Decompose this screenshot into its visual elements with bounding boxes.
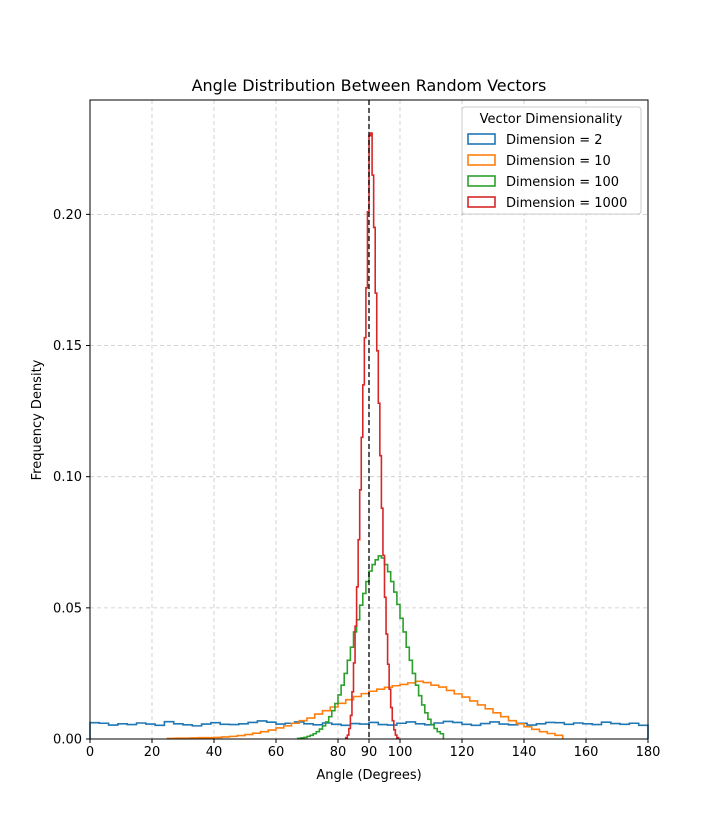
legend-box [461, 106, 642, 215]
axis-layer: 0 20 40 60 80 90 100 120 140 160 180 0.00 0.05 0.10 0.… [53, 208, 660, 760]
legend-label: Dimension = 10 [506, 154, 611, 169]
y-tick-label: 0.10 [53, 470, 82, 485]
chart-title: Angle Distribution Between Random Vector… [192, 76, 547, 95]
legend-label: Dimension = 2 [506, 133, 603, 148]
x-tick-label: 80 [330, 745, 347, 760]
legend-entries: Dimension = 2 Dimension = 10 Dimension = 1… [467, 133, 627, 211]
y-tick-label: 0.15 [53, 339, 82, 354]
x-tick-label: 60 [268, 745, 285, 760]
y-tick-label: 0.05 [53, 601, 82, 616]
x-tick-label: 140 [512, 745, 537, 760]
x-tick-label: 180 [636, 745, 661, 760]
series-dimension-3-histogram [296, 555, 445, 740]
legend-swatch [467, 133, 496, 145]
legend-label: Dimension = 1000 [506, 196, 627, 211]
legend-swatch [467, 196, 496, 208]
x-tick-label: 0 [86, 745, 94, 760]
series-dimension-4-histogram [344, 132, 400, 739]
y-axis-label: Frequency Density [30, 359, 45, 480]
series-layer [89, 132, 649, 740]
x-tick-label: 120 [450, 745, 475, 760]
x-tick-label: 100 [388, 745, 413, 760]
x-tick-label: 20 [144, 745, 161, 760]
y-tick-label: 0.20 [53, 208, 82, 223]
legend-swatch [467, 154, 496, 166]
x-axis-label: Angle (Degrees) [316, 768, 421, 783]
x-tick-label: 90 [361, 745, 378, 760]
legend: Vector Dimensionality Dimension = 2Dimen… [461, 106, 642, 215]
x-tick-label: 160 [574, 745, 599, 760]
x-tick-label: 40 [206, 745, 223, 760]
series-dimension-1-histogram [89, 720, 649, 739]
legend-swatch [467, 175, 496, 187]
legend-label: Dimension = 100 [506, 175, 619, 190]
legend-title: Vector Dimensionality [480, 112, 623, 127]
y-tick-label: 0.00 [53, 733, 82, 748]
